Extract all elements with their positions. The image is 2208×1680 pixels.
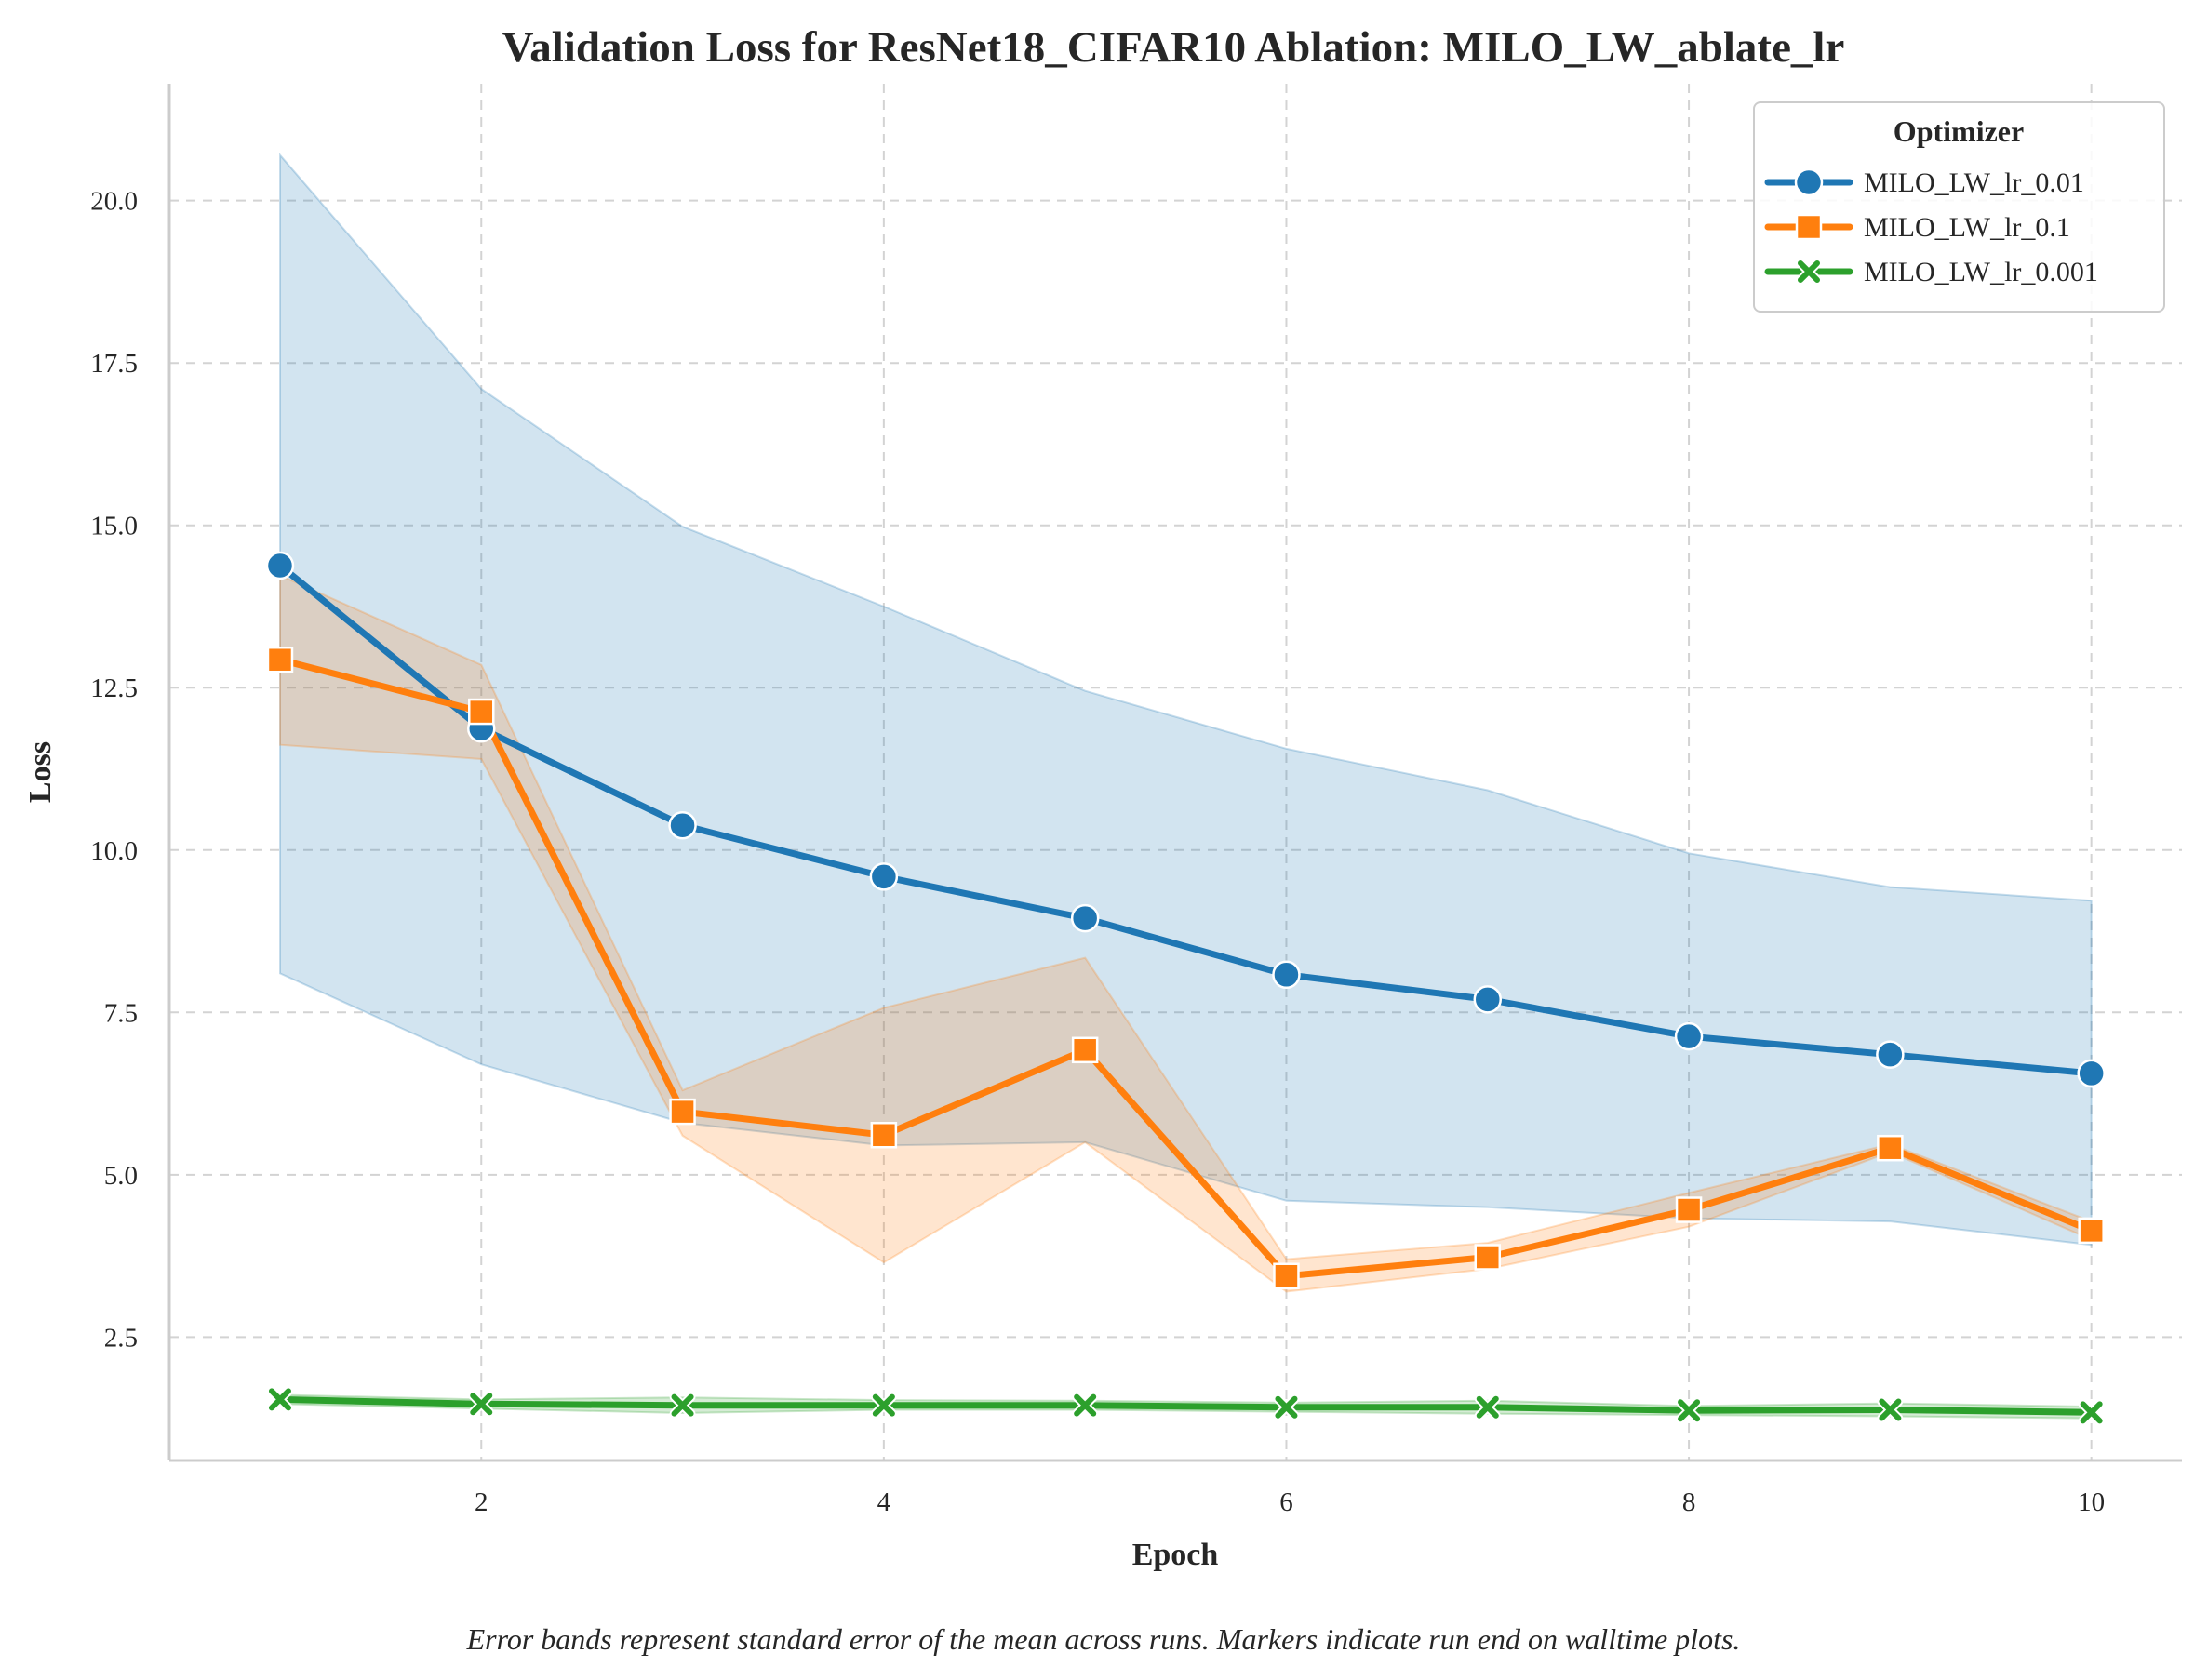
data-point (669, 1098, 696, 1126)
legend-entry: MILO_LW_lr_0.1 (1764, 212, 2070, 243)
y-tick-labels: 2.5 5.0 7.5 10.0 12.5 15.0 17.5 20.0 (90, 187, 138, 1353)
data-point (1674, 1021, 1704, 1051)
x-tick-label: 2 (475, 1487, 488, 1517)
legend-marker (1796, 259, 1822, 285)
legend-marker (1794, 167, 1824, 197)
series-line (276, 562, 2095, 1077)
data-point (2078, 1399, 2105, 1426)
x-tick-label: 6 (1279, 1487, 1293, 1517)
data-point (870, 1392, 897, 1419)
data-point (1071, 1036, 1099, 1064)
y-tick-label: 20.0 (90, 187, 138, 217)
data-point (265, 551, 295, 580)
grid (169, 84, 2182, 1460)
series-line (276, 656, 2095, 1280)
error-band (279, 153, 2093, 1247)
x-tick-label: 8 (1682, 1487, 1696, 1517)
data-point (668, 810, 697, 840)
series-lines (276, 562, 2095, 1416)
legend-entries: MILO_LW_lr_0.01 MILO_LW_lr_0.1 MILO_LW_lr_… (1764, 167, 2098, 287)
data-point (1474, 1244, 1502, 1271)
y-tick-label: 5.0 (104, 1161, 138, 1191)
x-axis-label: Epoch (1132, 1538, 1219, 1572)
data-point (1072, 1392, 1099, 1419)
data-point (266, 646, 294, 673)
legend-label: MILO_LW_lr_0.01 (1864, 167, 2084, 198)
data-point (266, 1386, 293, 1413)
chart-caption: Error bands represent standard error of … (466, 1622, 1741, 1656)
x-tick-labels: 2 4 6 8 10 (475, 1487, 2105, 1517)
x-tick-label: 10 (2078, 1487, 2105, 1517)
legend-label: MILO_LW_lr_0.1 (1864, 212, 2070, 243)
data-point (1473, 985, 1503, 1014)
y-tick-label: 12.5 (90, 673, 138, 703)
data-point (1272, 960, 1301, 990)
series-line (276, 1395, 2095, 1416)
data-point (1070, 903, 1100, 933)
data-point (1474, 1393, 1501, 1420)
y-axis-label: Loss (23, 741, 58, 803)
data-point (468, 698, 495, 726)
chart-title: Validation Loss for ResNet18_CIFAR10 Abl… (502, 23, 1845, 72)
y-tick-label: 15.0 (90, 512, 138, 541)
data-point (1273, 1262, 1300, 1289)
legend-frame (1753, 101, 2165, 313)
legend-label: MILO_LW_lr_0.001 (1864, 257, 2098, 287)
data-point (1877, 1396, 1904, 1423)
legend-title: Optimizer (1894, 114, 2024, 148)
y-tick-label: 10.0 (90, 836, 138, 866)
data-point (1273, 1393, 1300, 1420)
y-tick-label: 2.5 (104, 1323, 138, 1353)
data-point (468, 1391, 495, 1418)
data-point (1676, 1397, 1703, 1424)
data-point (2077, 1059, 2106, 1088)
data-point (2078, 1217, 2105, 1245)
x-tick-label: 4 (877, 1487, 891, 1517)
data-point (1675, 1196, 1703, 1223)
series-markers (265, 551, 2106, 1426)
data-point (1877, 1134, 1904, 1162)
legend-marker (1795, 213, 1823, 241)
data-point (869, 862, 899, 891)
legend: Optimizer MILO_LW_lr_0.01MILO_LW_lr_0.1M… (1753, 101, 2165, 313)
legend-entry: MILO_LW_lr_0.001 (1764, 257, 2098, 287)
data-point (669, 1392, 696, 1419)
y-tick-label: 7.5 (104, 998, 138, 1028)
legend-entry: MILO_LW_lr_0.01 (1764, 167, 2084, 198)
data-point (1876, 1040, 1905, 1069)
data-point (870, 1121, 898, 1149)
y-tick-label: 17.5 (90, 349, 138, 379)
axes (167, 84, 2182, 1462)
